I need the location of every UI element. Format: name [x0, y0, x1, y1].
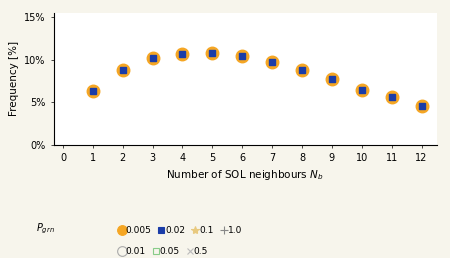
Legend: 0.01, 0.05, 0.5: 0.01, 0.05, 0.5 [120, 247, 208, 256]
X-axis label: Number of SOL neighbours $N_b$: Number of SOL neighbours $N_b$ [166, 168, 324, 182]
Y-axis label: Frequency [%]: Frequency [%] [9, 41, 18, 116]
Text: $P_{grn}$: $P_{grn}$ [36, 221, 54, 236]
